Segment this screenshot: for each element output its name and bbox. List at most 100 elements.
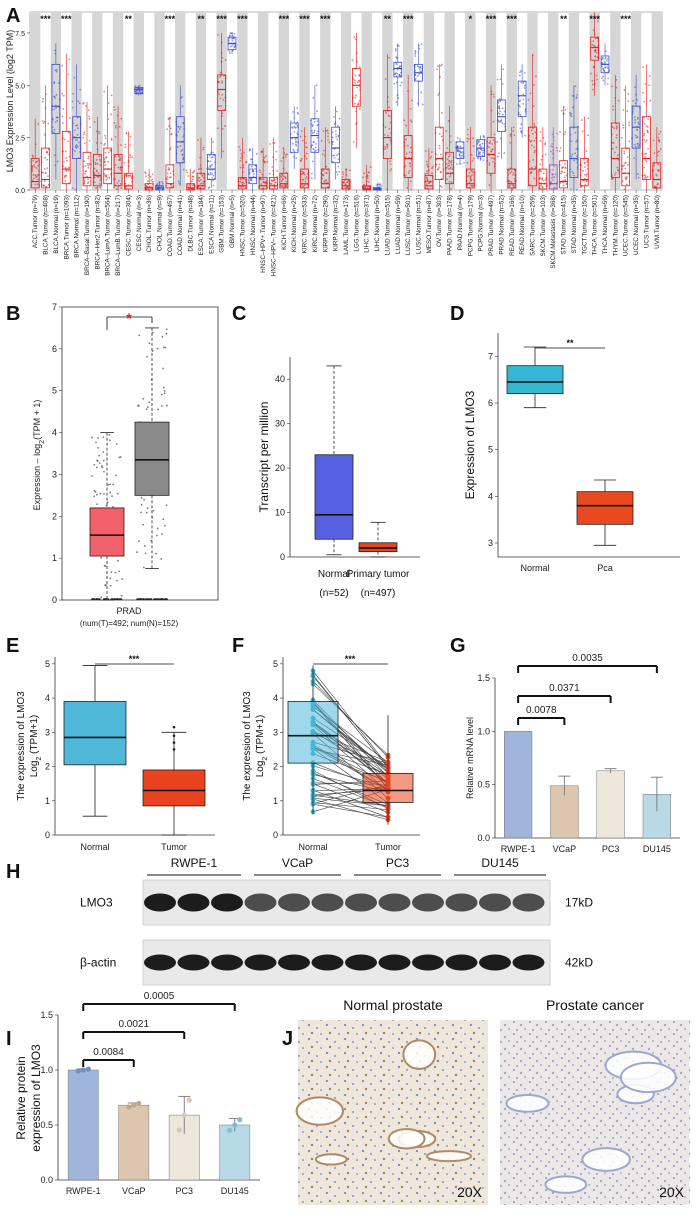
panel-a-point xyxy=(270,182,273,185)
panel-a-point xyxy=(304,177,307,180)
panelB-point xyxy=(102,436,105,439)
panel-a-point xyxy=(293,125,296,128)
panelB-point xyxy=(102,451,105,453)
panel-a-point xyxy=(552,176,554,179)
panelB-point xyxy=(96,493,98,496)
panelB-zero-point xyxy=(160,598,163,601)
panel-a-point xyxy=(322,130,325,132)
panel-a-point xyxy=(192,178,194,181)
panel-a-point xyxy=(490,157,493,159)
panel-a-point xyxy=(656,151,659,154)
panel-a-category-label: UCS.Tumor (n=57) xyxy=(643,195,650,248)
panel-a-point xyxy=(249,148,251,150)
panel-a-point xyxy=(103,90,106,93)
panel-a-point xyxy=(67,166,70,169)
panelJ-gland xyxy=(425,1150,472,1163)
panelJ-gland xyxy=(619,1061,677,1094)
panelH-band xyxy=(244,893,277,912)
panel-a-point xyxy=(67,140,70,143)
panelD-significance: ** xyxy=(566,338,574,348)
panelB-point xyxy=(150,539,152,542)
panel-a-point xyxy=(607,67,609,70)
panel-a-point xyxy=(229,45,232,48)
panel-a-point xyxy=(33,165,36,168)
panel-a-point xyxy=(560,172,562,175)
panel-a-point xyxy=(131,156,134,159)
panel-a-point xyxy=(600,77,603,80)
panel-a-band xyxy=(444,12,455,190)
panel-a-point xyxy=(251,168,254,171)
panel-a-point xyxy=(53,95,56,98)
panelJ-title-0: Normal prostate xyxy=(343,997,443,1013)
panel-a-point xyxy=(627,164,629,166)
panel-a-point xyxy=(462,151,464,153)
panel-a-point xyxy=(302,178,305,181)
panel-a-point xyxy=(311,130,313,132)
panelB-point xyxy=(91,474,94,477)
panel-a-point xyxy=(337,152,340,155)
panel-a-point xyxy=(271,180,273,183)
panel-a-point xyxy=(615,136,618,139)
panel-a-point xyxy=(436,168,439,171)
panel-a-point xyxy=(119,157,122,160)
panel-a-point xyxy=(177,130,180,133)
panel-a-point xyxy=(440,153,442,156)
panelH-band xyxy=(144,893,176,912)
panel-a-point xyxy=(104,137,107,140)
panelB-point xyxy=(160,393,163,396)
panel-a-point xyxy=(64,175,67,177)
panel-a-point xyxy=(643,100,646,103)
panel-a-point xyxy=(240,178,242,181)
panelH-lane-label-1: VCaP xyxy=(282,856,313,870)
panelB-zero-point xyxy=(98,598,101,601)
panel-a-point xyxy=(166,178,169,181)
panel-a-point xyxy=(36,160,39,163)
panel-a-point xyxy=(606,58,609,60)
panel-a-point xyxy=(616,166,619,169)
panel-a-band xyxy=(112,12,124,190)
panel-a-point xyxy=(438,132,441,135)
panel-a-point xyxy=(602,79,605,82)
panel-a-point xyxy=(146,185,149,188)
panel-a-point xyxy=(263,161,266,164)
panel-a-point xyxy=(398,73,401,76)
panelE-ytick-label: 3 xyxy=(45,727,50,737)
panel-a-point xyxy=(470,180,472,182)
panel-a-point xyxy=(622,124,624,127)
panel-a-point xyxy=(242,164,245,167)
panel-a-point xyxy=(482,149,484,152)
panel-a-point xyxy=(623,188,626,191)
panel-a-point xyxy=(394,73,396,76)
panel-a-point xyxy=(421,103,424,106)
panel-a-point xyxy=(176,146,179,148)
panel-a-box xyxy=(548,164,558,190)
panel-a-category-label: BRCA–LumB.Tumor (n=217) xyxy=(115,195,122,276)
panel-a-point xyxy=(85,170,87,172)
panel-a-point xyxy=(653,162,656,165)
panel-a-point xyxy=(445,162,448,165)
panelG-ytick-label: 1.0 xyxy=(477,726,490,736)
panelE-xlabel-1: Tumor xyxy=(161,842,187,852)
panel-a-point xyxy=(522,98,525,101)
panel-a-point xyxy=(201,174,204,177)
panel-a-point xyxy=(565,183,568,185)
panel-a-point xyxy=(637,121,640,124)
panel-a-point xyxy=(531,144,533,147)
panel-a-point xyxy=(109,173,112,176)
panelB-point xyxy=(137,404,139,407)
panel-a-point xyxy=(284,185,287,187)
panel-a-category-label: GBM.Tumor (n=153) xyxy=(219,195,226,253)
panel-a-point xyxy=(501,122,504,124)
panel-a-point xyxy=(519,127,522,130)
panel-a-point xyxy=(240,185,243,188)
panel-a-point xyxy=(597,17,600,20)
panel-a-point xyxy=(62,108,65,110)
panel-a-point xyxy=(594,37,597,40)
panel-a-point xyxy=(400,81,403,84)
panel-a-point xyxy=(327,139,329,141)
panel-a-point xyxy=(512,173,514,176)
panelD-ytick-label: 7 xyxy=(488,351,493,361)
panelB-zero-point xyxy=(164,598,166,601)
panel-a-category-label: PCPG.Normal (n=3) xyxy=(478,195,485,252)
